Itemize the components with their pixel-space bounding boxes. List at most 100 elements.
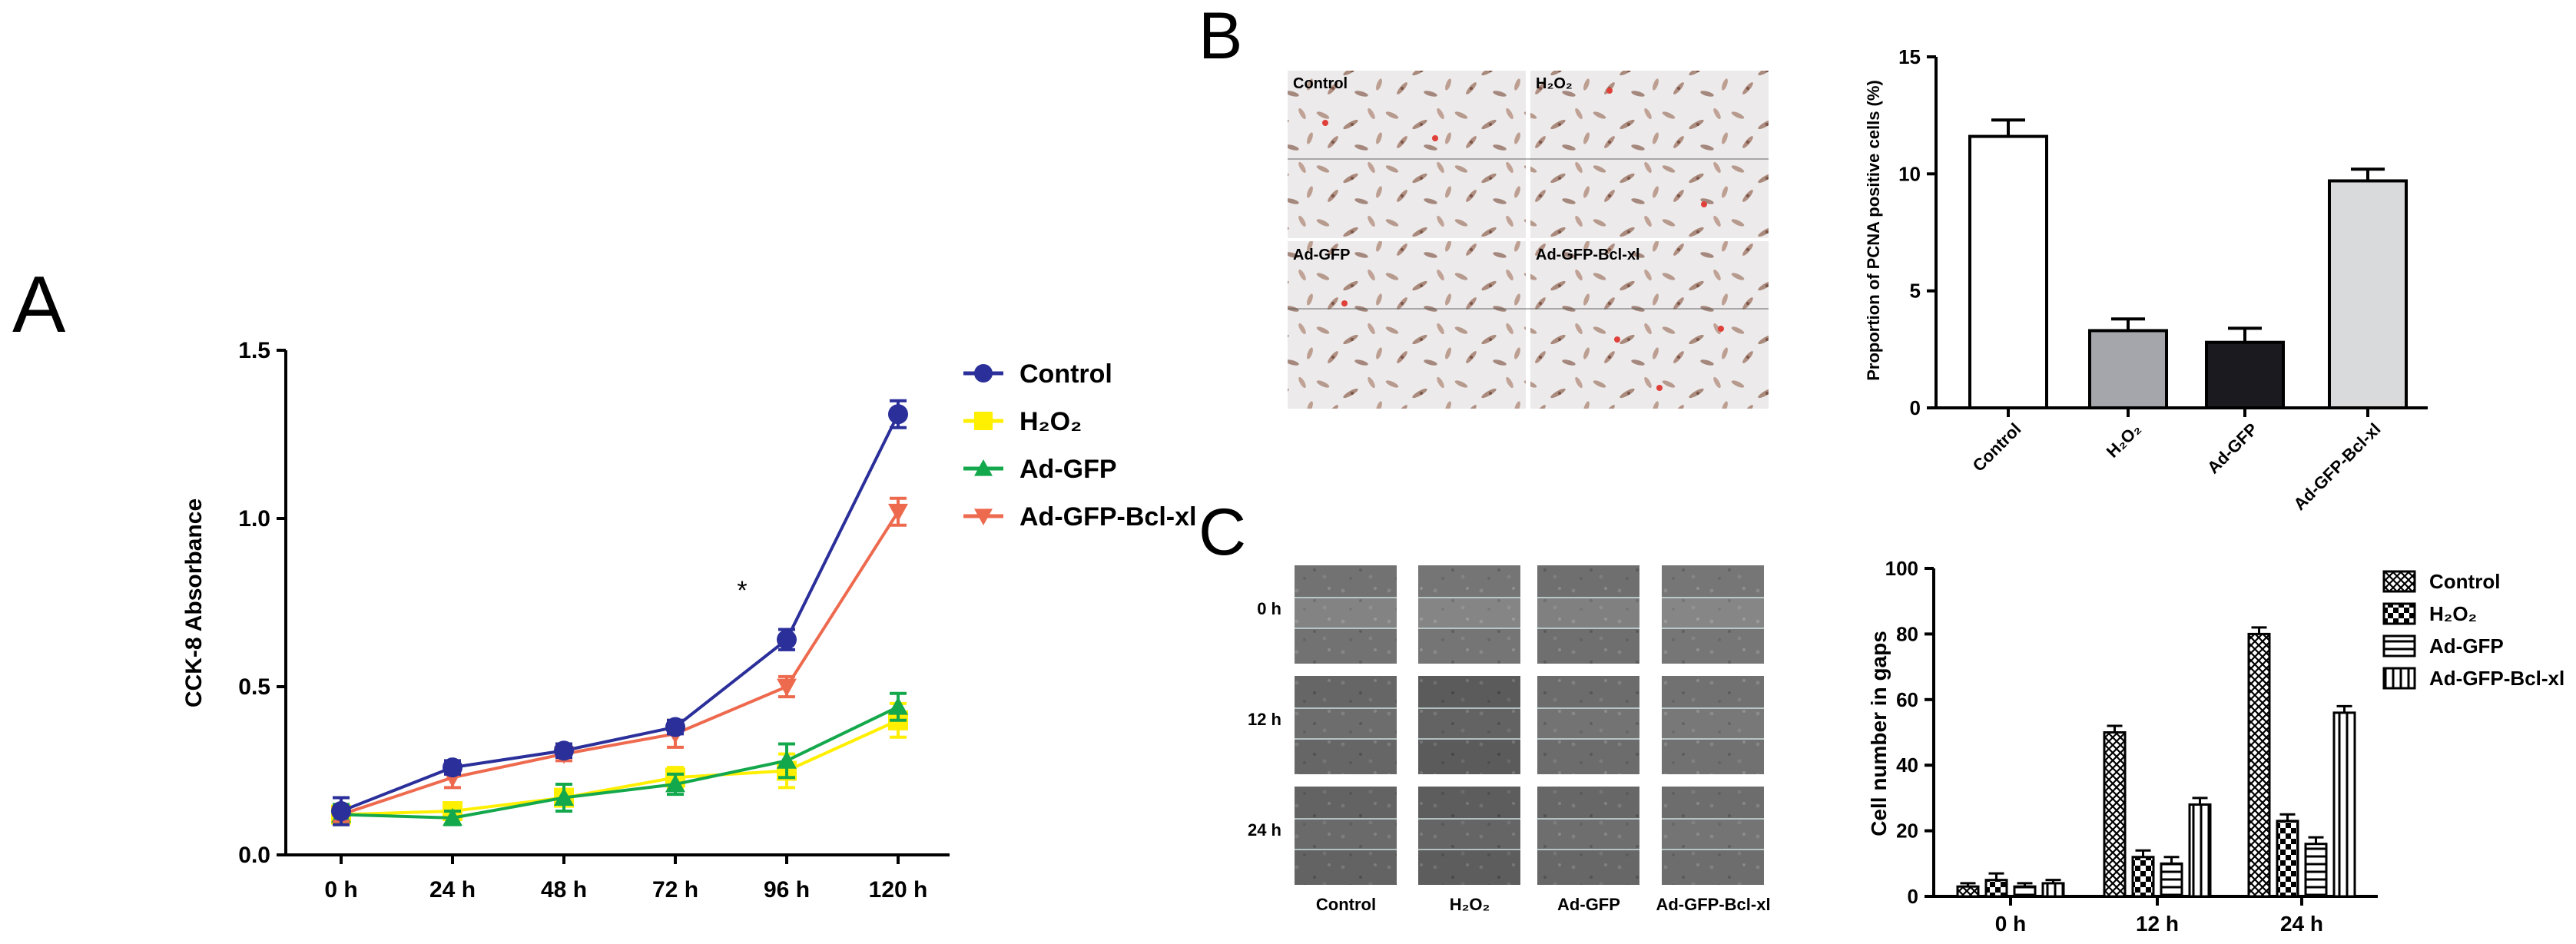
data-point (888, 697, 908, 715)
wound-gap (1295, 708, 1397, 739)
x-tick-label: Ad-GFP-Bcl-xl (2289, 419, 2384, 514)
y-tick-label: 15 (1898, 45, 1921, 68)
y-tick-label: 100 (1885, 557, 1918, 580)
wound-gap (1662, 598, 1764, 628)
bar-ad-gfp (2160, 862, 2183, 898)
data-point (443, 757, 462, 778)
series-line (340, 718, 899, 816)
data-point (974, 508, 993, 525)
data-point (777, 629, 797, 650)
y-tick-label: 20 (1896, 820, 1918, 843)
col-label-control: Control (1316, 895, 1376, 914)
y-tick-label: 1.5 (238, 338, 270, 363)
scratch-texture (1418, 787, 1520, 885)
x-tick-label: 12 h (2136, 912, 2179, 936)
image-label-adgfpbcl: Ad-GFP-Bcl-xl (1536, 247, 1640, 263)
legend-swatch (2382, 602, 2416, 625)
legend-label: Control (2429, 570, 2500, 593)
legend-item-ad-gfp: Ad-GFP (963, 455, 1117, 484)
legend-swatch (2382, 570, 2416, 593)
legend-item-control: Control (2382, 570, 2500, 593)
y-axis-label: Proportion of PCNA positive cells (%) (1864, 80, 1883, 381)
pcna-staining-images: Control H₂O₂ Ad-GFP Ad-GFP-Bcl-xl (1288, 71, 1769, 409)
wound-gap (1662, 819, 1764, 850)
pcna-image-adgfp (1288, 241, 1526, 409)
wound-gap (1295, 598, 1397, 628)
scratch-texture (1295, 787, 1397, 885)
scratch-texture (1537, 787, 1639, 885)
bar-control (2103, 731, 2127, 898)
x-tick-label: 0 h (1995, 912, 2026, 936)
col-label-adgfp: Ad-GFP (1557, 895, 1620, 914)
legend-item-ad-gfp: Ad-GFP (2382, 634, 2504, 657)
x-tick-label: Control (1969, 419, 2025, 475)
error-bar (2228, 326, 2262, 343)
wound-gap (1662, 708, 1764, 739)
x-tick-label: 72 h (652, 877, 698, 903)
legend-label: H₂O₂ (2429, 602, 2477, 625)
legend-item-h2o2: H₂O₂ (963, 407, 1082, 436)
y-tick-label: 0.5 (238, 674, 270, 700)
pcna-image-h2o2 (1530, 71, 1769, 238)
wound-gap (1418, 819, 1520, 850)
image-label-adgfp: Ad-GFP (1293, 247, 1350, 263)
series-ad-gfp (331, 691, 908, 826)
wound-gap (1537, 819, 1639, 850)
bar-h2o2 (2131, 856, 2155, 898)
gaps-bar-chart: Cell number in gaps 0 20 40 60 80 100 0 h 12 h 2… (1867, 557, 2564, 936)
error-bar (1991, 118, 2025, 137)
y-tick-label: 5 (1910, 280, 1921, 303)
legend-item-h2o2: H₂O₂ (2382, 602, 2477, 625)
bar-ad-gfp-bcl-xl (2332, 711, 2356, 898)
series-control (331, 399, 908, 826)
y-tick-label: 40 (1896, 754, 1918, 777)
wound-gap (1295, 819, 1397, 850)
significance-asterisk: * (737, 576, 747, 605)
pcna-image-control (1288, 71, 1526, 238)
wound-gap (1418, 598, 1520, 628)
x-tick-label: H₂O₂ (2103, 419, 2145, 462)
data-point (777, 750, 797, 769)
pcna-bar-chart: Proportion of PCNA positive cells (%) 0 5… (1864, 45, 2428, 514)
col-label-adgfpbcl: Ad-GFP-Bcl-xl (1656, 895, 1770, 914)
legend-label: H₂O₂ (1019, 407, 1082, 436)
data-point (777, 678, 797, 697)
x-tick-label: 120 h (869, 877, 928, 903)
x-tick-label: Ad-GFP (2203, 419, 2262, 478)
data-point (331, 801, 351, 822)
wound-gap (1537, 708, 1639, 739)
x-tick-label: 0 h (324, 877, 357, 903)
data-point (974, 412, 993, 430)
bar-h2o2 (2276, 820, 2299, 898)
data-point (974, 459, 993, 476)
scratch-texture (1418, 676, 1520, 774)
error-bar (1960, 882, 1976, 887)
row-label-0h: 0 h (1257, 599, 1281, 618)
panel-letter-b: B (1198, 0, 1243, 73)
legend-item-ad-gfp-bcl-xl: Ad-GFP-Bcl-xl (963, 502, 1196, 532)
data-point (888, 503, 908, 522)
x-tick-label: 24 h (429, 877, 476, 903)
error-bar (2308, 836, 2324, 844)
bar-h2o2 (1984, 879, 2008, 898)
bar-ad-gfp (2304, 843, 2328, 898)
error-bar (2107, 724, 2123, 733)
error-bar (2163, 856, 2180, 864)
image-label-control: Control (1293, 75, 1348, 92)
legend-swatch (2382, 667, 2416, 690)
data-point (554, 787, 574, 806)
image-label-h2o2: H₂O₂ (1536, 75, 1573, 92)
series-line (340, 511, 900, 816)
data-point (974, 364, 993, 383)
bar-ad-gfp (2013, 885, 2037, 898)
error-bar (2192, 797, 2208, 805)
bar-h2o2 (2088, 329, 2168, 409)
y-tick-label: 0.0 (238, 843, 270, 868)
legend-label: Ad-GFP (2429, 634, 2504, 657)
series-line (340, 413, 900, 813)
scratch-texture (1662, 565, 1764, 664)
legend-swatch (2382, 634, 2416, 657)
series-h2o2 (331, 701, 908, 826)
data-point (665, 774, 685, 793)
legend-label: Ad-GFP (1019, 455, 1117, 484)
